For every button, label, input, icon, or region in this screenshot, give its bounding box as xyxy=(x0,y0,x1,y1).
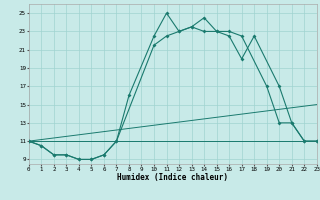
X-axis label: Humidex (Indice chaleur): Humidex (Indice chaleur) xyxy=(117,173,228,182)
